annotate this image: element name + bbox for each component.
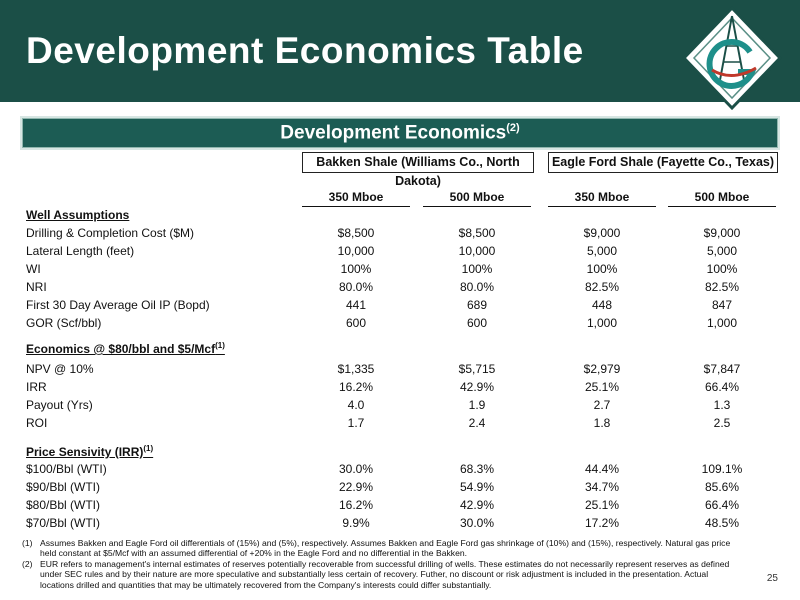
section-label-text: Economics @ $80/bbl and $5/Mcf	[26, 342, 216, 356]
table-cell: 82.5%	[584, 280, 620, 294]
table-cell: 25.1%	[584, 498, 620, 512]
footnote-number: (2)	[22, 558, 33, 569]
table-cell: 1.3	[713, 398, 731, 412]
section-well-assumptions: Well Assumptions	[26, 208, 129, 222]
table-cell: 600	[345, 316, 367, 330]
table-cell: $8,500	[337, 226, 375, 240]
table-cell: 689	[466, 298, 488, 312]
footnote-marker: (1)	[143, 444, 154, 453]
table-cell: 847	[711, 298, 733, 312]
table-cell: 30.0%	[459, 516, 495, 530]
row-label: NRI	[26, 280, 47, 294]
row-label: $80/Bbl (WTI)	[26, 498, 101, 512]
table-cell: 42.9%	[459, 380, 495, 394]
table-cell: 17.2%	[584, 516, 620, 530]
table-cell: $2,979	[583, 362, 621, 376]
footnotes: (1) Assumes Bakken and Eagle Ford oil dif…	[22, 538, 742, 590]
row-label: Lateral Length (feet)	[26, 244, 135, 258]
table-cell: 1.8	[593, 416, 611, 430]
table-cell: 9.9%	[342, 516, 370, 530]
table-cell: $1,335	[337, 362, 375, 376]
table-cell: 100%	[706, 262, 738, 276]
footnote-marker: (1)	[215, 341, 225, 350]
table-cell: 22.9%	[338, 480, 374, 494]
section-label-text: Well Assumptions	[26, 208, 130, 222]
page-title: Development Economics Table	[26, 30, 584, 71]
banner-title: Development Economics(2)	[23, 122, 777, 144]
table-cell: 100%	[461, 262, 493, 276]
table-cell: 82.5%	[704, 280, 740, 294]
table-cell: 42.9%	[459, 498, 495, 512]
row-label: First 30 Day Average Oil IP (Bopd)	[26, 298, 210, 312]
group-header-eagle-ford: Eagle Ford Shale (Fayette Co., Texas)	[548, 152, 778, 173]
table-cell: 1.7	[347, 416, 365, 430]
row-label: Drilling & Completion Cost ($M)	[26, 226, 195, 240]
table-cell: 66.4%	[704, 380, 740, 394]
table-cell: 2.5	[713, 416, 731, 430]
table-cell: 5,000	[706, 244, 738, 258]
row-label: GOR (Scf/bbl)	[26, 316, 102, 330]
table-cell: 66.4%	[704, 498, 740, 512]
table-cell: 4.0	[347, 398, 365, 412]
column-header: 500 Mboe	[423, 190, 531, 207]
section-price-sensitivity: Price Sensivity (IRR)(1)	[26, 444, 153, 459]
column-header: 350 Mboe	[548, 190, 656, 207]
table-cell: 25.1%	[584, 380, 620, 394]
row-label: ROI	[26, 416, 48, 430]
company-logo	[681, 5, 783, 111]
row-label: Payout (Yrs)	[26, 398, 93, 412]
section-banner: Development Economics(2)	[22, 118, 778, 148]
banner-footnote-marker: (2)	[506, 122, 520, 134]
table-cell: 10,000	[337, 244, 375, 258]
table-cell: 16.2%	[338, 380, 374, 394]
table-cell: 44.4%	[584, 462, 620, 476]
table-cell: $8,500	[458, 226, 496, 240]
table-cell: $5,715	[458, 362, 496, 376]
table-cell: 100%	[586, 262, 618, 276]
table-cell: 30.0%	[338, 462, 374, 476]
section-economics: Economics @ $80/bbl and $5/Mcf(1)	[26, 341, 225, 356]
group-header-bakken: Bakken Shale (Williams Co., North Dakota…	[302, 152, 534, 188]
row-label: $70/Bbl (WTI)	[26, 516, 101, 530]
table-cell: $7,847	[703, 362, 741, 376]
row-label: WI	[26, 262, 41, 276]
column-header: 500 Mboe	[668, 190, 776, 207]
table-cell: 10,000	[458, 244, 496, 258]
row-label: $100/Bbl (WTI)	[26, 462, 107, 476]
table-cell: 68.3%	[459, 462, 495, 476]
row-label: NPV @ 10%	[26, 362, 94, 376]
table-cell: 48.5%	[704, 516, 740, 530]
table-cell: 85.6%	[704, 480, 740, 494]
table-cell: 16.2%	[338, 498, 374, 512]
column-header: 350 Mboe	[302, 190, 410, 207]
table-cell: 54.9%	[459, 480, 495, 494]
footnote: (1) Assumes Bakken and Eagle Ford oil dif…	[22, 538, 742, 559]
table-cell: 448	[591, 298, 613, 312]
row-label: $90/Bbl (WTI)	[26, 480, 101, 494]
table-cell: 100%	[340, 262, 372, 276]
table-cell: 2.4	[468, 416, 486, 430]
footnote-text: EUR refers to management's internal esti…	[40, 558, 730, 590]
table-cell: 34.7%	[584, 480, 620, 494]
table-cell: 600	[466, 316, 488, 330]
table-cell: 1,000	[586, 316, 618, 330]
table-cell: 1.9	[468, 398, 486, 412]
footnote: (2) EUR refers to management's internal e…	[22, 559, 742, 590]
footnote-number: (1)	[22, 538, 33, 548]
table-cell: $9,000	[703, 226, 741, 240]
table-cell: 441	[345, 298, 367, 312]
table-cell: 109.1%	[701, 462, 743, 476]
page-number: 25	[766, 573, 778, 584]
table-cell: 1,000	[706, 316, 738, 330]
table-cell: $9,000	[583, 226, 621, 240]
footnote-text: Assumes Bakken and Eagle Ford oil differ…	[40, 538, 731, 559]
section-label-text: Price Sensivity (IRR)	[26, 445, 144, 459]
table-cell: 5,000	[586, 244, 618, 258]
table-cell: 2.7	[593, 398, 611, 412]
header-bar: Development Economics Table	[0, 0, 800, 102]
row-label: IRR	[26, 380, 47, 394]
table-cell: 80.0%	[459, 280, 495, 294]
table-cell: 80.0%	[338, 280, 374, 294]
banner-title-text: Development Economics	[280, 122, 507, 144]
